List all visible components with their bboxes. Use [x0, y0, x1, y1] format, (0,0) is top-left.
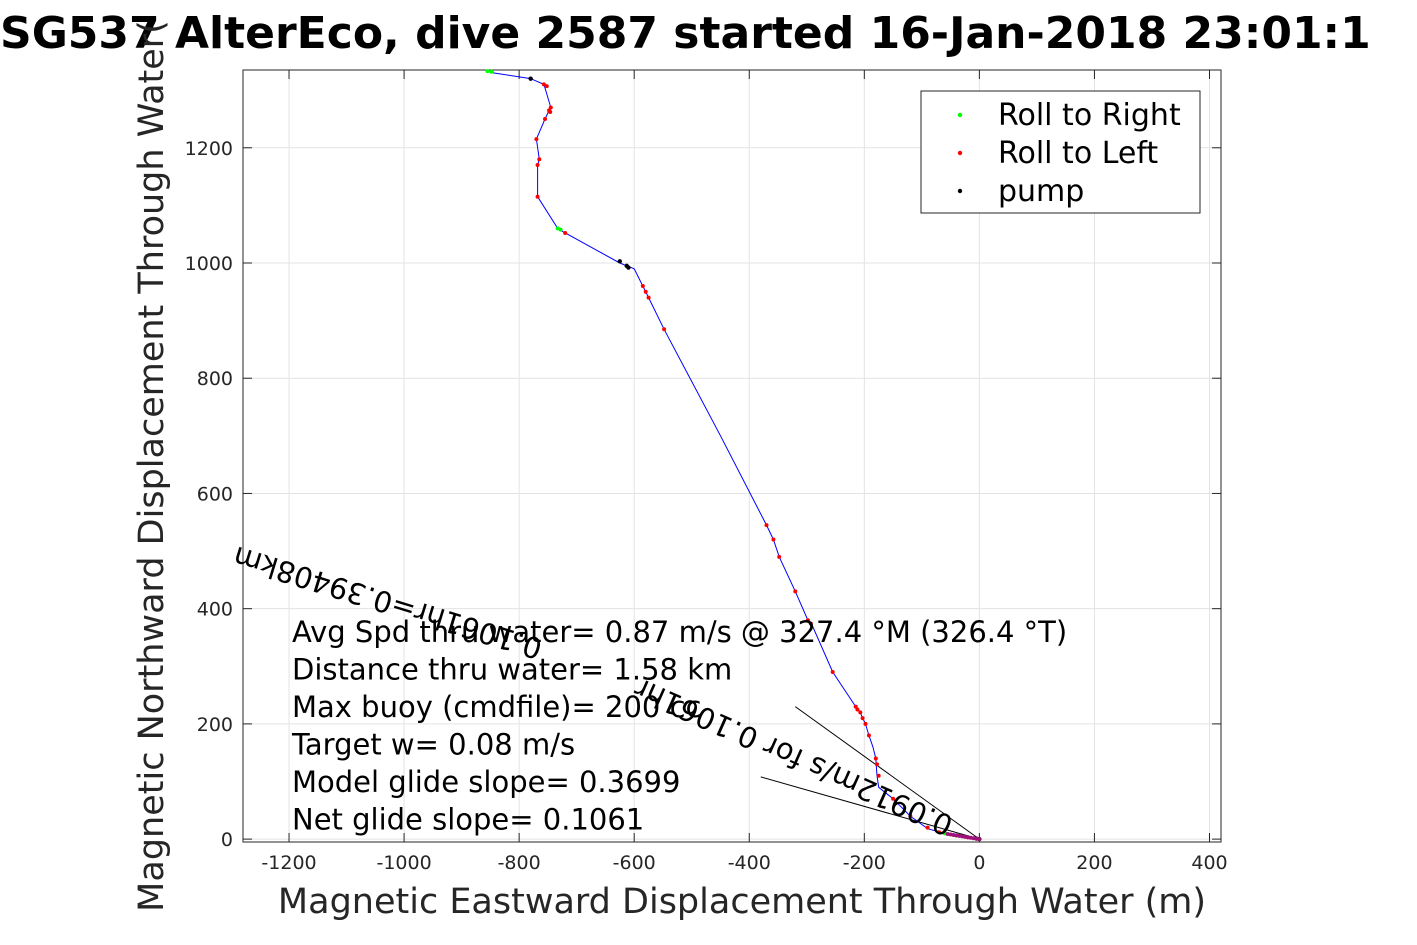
- annotation-line: Target w= 0.08 m/s: [291, 728, 575, 762]
- legend-label: Roll to Left: [998, 136, 1158, 171]
- roll-left-point: [925, 825, 930, 830]
- roll-left-point: [548, 105, 553, 110]
- x-axis-label: Magnetic Eastward Displacement Through W…: [278, 882, 1206, 922]
- y-axis-label: Magnetic Northward Displacement Through …: [132, 20, 172, 912]
- roll-right-point: [558, 227, 563, 232]
- series-track-line: [487, 70, 980, 840]
- roll-left-point: [866, 733, 871, 738]
- legend-marker: [957, 112, 963, 118]
- tick-labels: -1200 -1000 -800 -600 -400 -200 0 200 400 0 200 400…: [185, 138, 1228, 874]
- roll-left-point: [908, 814, 913, 819]
- legend-marker: [957, 150, 963, 156]
- x-tick-label: -800: [498, 852, 541, 874]
- roll-left-point: [544, 84, 549, 89]
- roll-left-point: [543, 116, 548, 121]
- y-tick-label: 0: [221, 829, 233, 851]
- pump-point: [626, 265, 631, 270]
- roll-left-point: [793, 589, 798, 594]
- annotation-line: Avg Spd thru water= 0.87 m/s @ 327.4 °M …: [292, 615, 1067, 649]
- legend-marker: [957, 188, 963, 194]
- roll-left-point: [855, 707, 860, 712]
- roll-left-point: [563, 231, 568, 236]
- roll-left-point: [876, 773, 881, 778]
- y-tick-label: 200: [197, 714, 233, 736]
- x-tick-label: -1000: [376, 852, 431, 874]
- roll-left-point: [945, 832, 950, 837]
- annotation-line: Model glide slope= 0.3699: [292, 765, 680, 799]
- roll-left-point: [548, 110, 553, 115]
- roll-left-point: [860, 716, 865, 721]
- roll-left-point: [537, 157, 542, 162]
- roll-left-point: [646, 295, 651, 300]
- x-tick-label: -600: [613, 852, 656, 874]
- roll-left-point: [853, 704, 858, 709]
- y-tick-label: 800: [197, 368, 233, 390]
- axes-box: [242, 69, 1222, 843]
- roll-left-point: [805, 618, 810, 623]
- roll-left-point: [808, 621, 813, 626]
- roll-left-point: [874, 762, 879, 767]
- roll-left-point: [863, 721, 868, 726]
- pump-point: [617, 259, 623, 264]
- roll-left-point: [891, 796, 896, 801]
- pump-point: [528, 76, 533, 81]
- annotation-block: Avg Spd thru water= 0.87 m/s @ 327.4 °M …: [291, 615, 1067, 837]
- series-markers: [485, 69, 982, 842]
- roll-left-point: [777, 554, 782, 559]
- reference-lines: [760, 706, 980, 840]
- roll-left-point: [873, 756, 878, 761]
- annotation-line: Net glide slope= 0.1061: [292, 803, 644, 837]
- roll-left-point: [535, 163, 540, 168]
- x-tick-label: -1200: [261, 852, 316, 874]
- roll-right-point: [489, 69, 494, 74]
- x-tick-label: 0: [973, 852, 985, 874]
- glide-reference-line: [760, 776, 980, 840]
- legend-label: pump: [998, 174, 1084, 209]
- grid-lines: [243, 70, 1221, 842]
- chart-title: SG537 AlterEco, dive 2587 started 16-Jan…: [0, 8, 1371, 59]
- roll-left-point: [764, 523, 769, 528]
- roll-left-point: [640, 284, 645, 289]
- y-tick-label: 600: [197, 483, 233, 505]
- x-tick-label: 200: [1076, 852, 1112, 874]
- roll-left-point: [771, 537, 776, 542]
- roll-left-point: [662, 327, 667, 332]
- x-tick-label: -200: [843, 852, 886, 874]
- legend-box: [920, 90, 1201, 214]
- x-tick-label: 400: [1191, 852, 1227, 874]
- roll-left-point: [534, 137, 539, 142]
- y-tick-label: 1200: [185, 138, 233, 160]
- roll-left-point: [937, 830, 942, 835]
- roll-left-point: [830, 670, 835, 675]
- roll-left-point: [535, 194, 540, 199]
- y-tick-label: 1000: [185, 253, 233, 275]
- roll-left-point: [858, 710, 863, 715]
- roll-left-point: [541, 82, 546, 87]
- annotation-line: Max buoy (cmdfile)= 200 cc: [292, 690, 701, 724]
- y-tick-label: 400: [197, 599, 233, 621]
- tick-marks: [243, 70, 1221, 842]
- x-tick-label: -400: [728, 852, 771, 874]
- annotation-line: Distance thru water= 1.58 km: [292, 653, 732, 687]
- roll-left-point: [643, 289, 648, 294]
- glide-reference-line: [794, 706, 980, 840]
- legend-label: Roll to Right: [998, 98, 1181, 133]
- roll-right-point: [485, 69, 490, 74]
